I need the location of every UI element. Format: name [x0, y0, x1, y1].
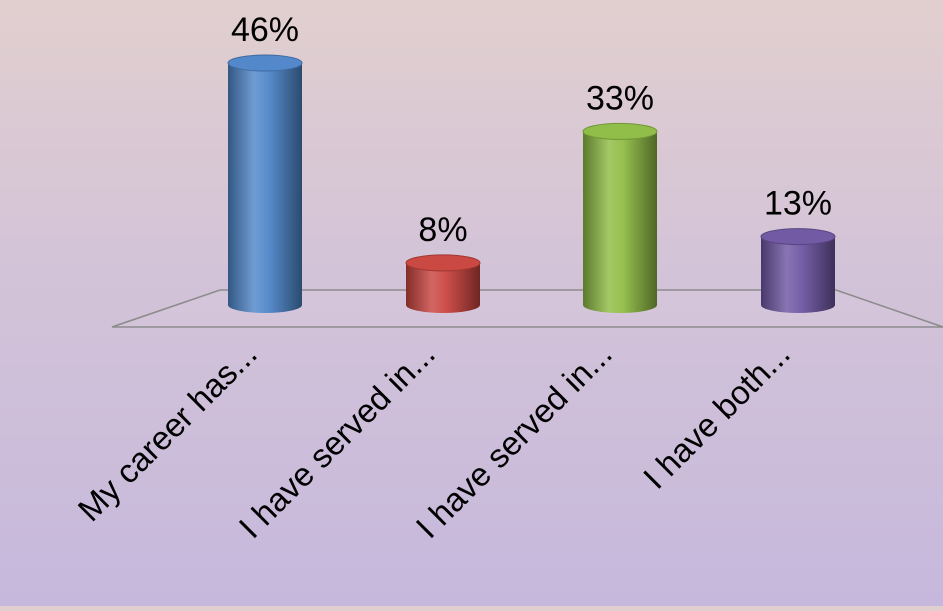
category-label: I have both...	[636, 335, 797, 496]
bar-1	[227, 54, 303, 313]
bar-4	[760, 228, 836, 313]
bars-layer	[227, 54, 836, 313]
category-label: I have served in...	[232, 335, 442, 545]
bar-top	[227, 54, 303, 72]
value-label: 13%	[764, 185, 832, 223]
bar-3	[582, 122, 658, 313]
bar-top	[405, 254, 481, 272]
bar-body	[583, 131, 657, 313]
bar-body	[406, 262, 480, 313]
value-label: 33%	[586, 79, 654, 117]
bar-body	[761, 236, 835, 313]
category-labels-layer: My career has...I have served in...I hav…	[71, 335, 797, 545]
bar-2	[405, 254, 481, 313]
value-labels-layer: 46% 8% 33% 13%	[231, 11, 832, 249]
category-label: I have served in...	[409, 335, 619, 545]
floor-plane	[111, 289, 943, 328]
value-label: 8%	[418, 211, 467, 249]
bar-top	[760, 228, 836, 246]
value-label: 46%	[231, 11, 299, 49]
chart-floor	[111, 289, 943, 328]
bar-body	[228, 63, 302, 313]
bar-top	[582, 122, 658, 140]
category-label: My career has...	[71, 335, 264, 528]
